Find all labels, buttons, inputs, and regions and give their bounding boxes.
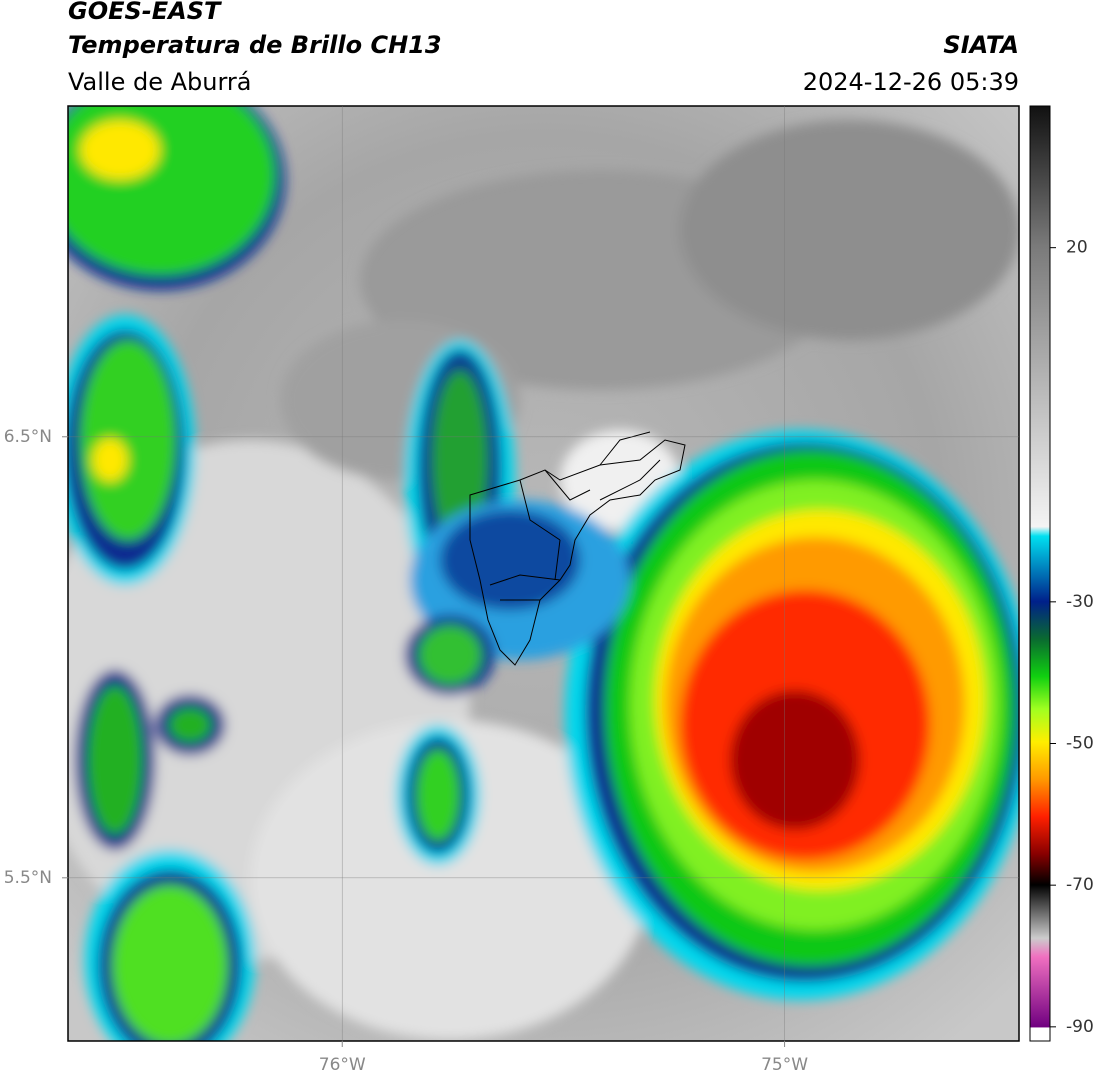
y-tick-label: 6.5°N <box>4 427 52 447</box>
title: GOES-EAST <box>68 0 222 25</box>
satellite-image <box>68 106 1019 1041</box>
colorbar-tick-label: -70 <box>1066 875 1094 895</box>
colorbar-tick-label: 20 <box>1066 238 1088 258</box>
x-tick-label: 76°W <box>319 1055 366 1075</box>
map-frame <box>67 105 1020 1042</box>
colorbar-tick-label: -90 <box>1066 1017 1094 1037</box>
colorbar <box>1029 105 1051 1042</box>
x-tick-label: 75°W <box>761 1055 808 1075</box>
subtitle: Temperatura de Brillo CH13 <box>68 31 442 59</box>
datetime: 2024-12-26 05:39 <box>803 68 1019 96</box>
source: SIATA <box>943 31 1019 59</box>
colorbar-tick-label: -30 <box>1066 592 1094 612</box>
colorbar-tick-label: -50 <box>1066 734 1094 754</box>
y-tick-label: 5.5°N <box>4 868 52 888</box>
region: Valle de Aburrá <box>68 68 252 96</box>
